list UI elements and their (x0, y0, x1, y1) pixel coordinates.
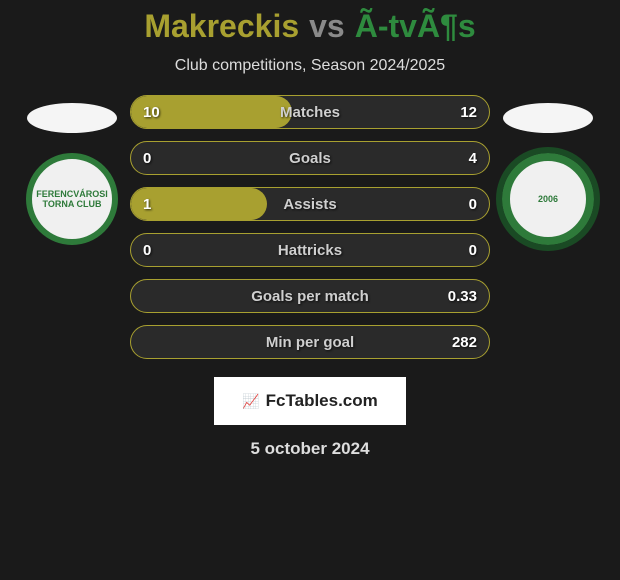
home-club-badge: FERENCVÁROSI TORNA CLUB (26, 153, 118, 245)
home-player-name: Makreckis (144, 8, 299, 45)
stats-panel: Matches1012Goals04Assists10Hattricks00Go… (130, 95, 490, 359)
brand-box: 📈 FcTables.com (214, 377, 406, 425)
stat-row: Hattricks0 0 (130, 233, 490, 267)
away-club-badge: 2006 (502, 153, 594, 245)
stat-value-right: 0.33 (448, 280, 477, 312)
stat-value-right: 282 (452, 326, 477, 358)
comparison-title: Makreckis vs Ã-tvÃ¶s (144, 8, 475, 45)
vs-label: vs (309, 8, 345, 45)
home-badge-text: FERENCVÁROSI TORNA CLUB (36, 189, 108, 209)
stat-row: Min per goal282 (130, 325, 490, 359)
stat-value-right: 4 (469, 142, 477, 174)
stat-value-left: 0 (143, 234, 151, 266)
stat-value-left: 1 (143, 188, 151, 220)
stat-row: Assists1 0 (130, 187, 490, 221)
stat-label: Matches (131, 96, 489, 128)
stat-label: Hattricks (131, 234, 489, 266)
home-shadow (27, 103, 117, 133)
stat-row: Goals0 4 (130, 141, 490, 175)
home-side: FERENCVÁROSI TORNA CLUB (26, 95, 118, 245)
date-text: 5 october 2024 (250, 439, 369, 459)
stat-value-left: 0 (143, 142, 151, 174)
stat-value-right: 12 (460, 96, 477, 128)
stat-label: Assists (131, 188, 489, 220)
stat-value-right: 0 (469, 234, 477, 266)
subtitle: Club competitions, Season 2024/2025 (175, 57, 445, 75)
stat-label: Goals per match (131, 280, 489, 312)
stat-row: Matches10 12 (130, 95, 490, 129)
stat-row: Goals per match0.33 (130, 279, 490, 313)
away-side: 2006 (502, 95, 594, 245)
stat-label: Goals (131, 142, 489, 174)
away-shadow (503, 103, 593, 133)
brand-text: FcTables.com (266, 391, 378, 411)
brand-icon: 📈 (242, 393, 259, 410)
stat-label: Min per goal (131, 326, 489, 358)
away-badge-text: 2006 (538, 194, 558, 204)
stat-value-left: 10 (143, 96, 160, 128)
away-player-name: Ã-tvÃ¶s (355, 8, 476, 45)
stat-value-right: 0 (469, 188, 477, 220)
